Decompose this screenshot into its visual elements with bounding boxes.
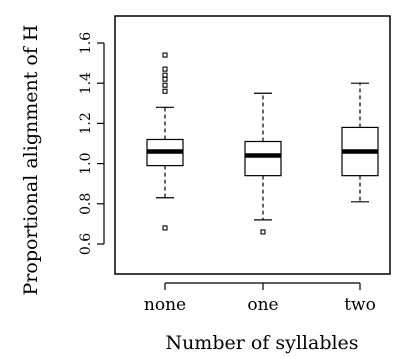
x-axis: none one two [144,282,376,315]
x-tick-label: one [247,295,278,315]
y-tick-label: 0.8 [78,193,94,215]
y-tick-label: 1.4 [78,72,94,94]
y-axis-title: Proportional alignment of H [20,25,42,296]
outlier-point [162,225,168,231]
y-tick-label: 0.6 [78,233,94,255]
x-tick-label: two [344,295,376,315]
plot-frame [114,15,391,275]
outlier-point [162,72,168,78]
box-none [146,52,184,231]
outlier-point [162,76,168,82]
outlier-point [162,66,168,72]
boxes [146,52,379,235]
outlier-point [162,88,168,94]
iqr-box [244,140,282,177]
outlier-point [162,82,168,88]
x-tick-label: none [144,295,186,315]
outlier-point [260,229,266,235]
y-tick-label: 1.0 [78,152,94,174]
y-tick-label: 1.2 [78,112,94,134]
outlier-point [162,52,168,58]
y-tick-label: 1.6 [78,32,94,54]
box-two [341,82,379,203]
y-axis: 0.6 0.8 1.0 1.2 1.4 1.6 [78,32,105,255]
box-one [244,92,282,235]
x-axis-title: Number of syllables [165,332,358,354]
